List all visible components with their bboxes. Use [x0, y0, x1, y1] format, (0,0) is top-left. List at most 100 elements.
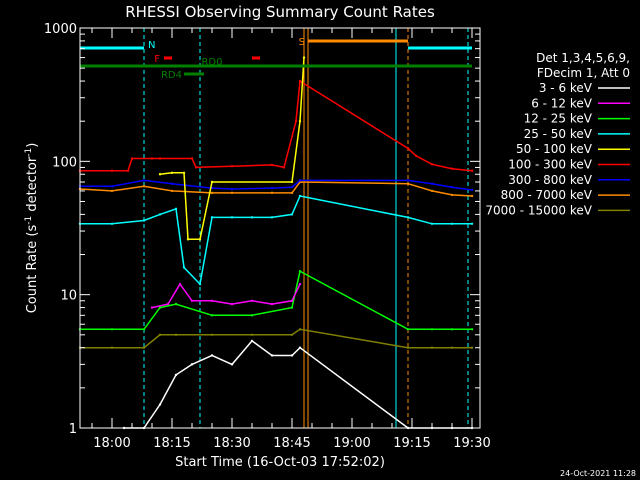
series-point — [186, 238, 190, 241]
x-axis-label: Start Time (16-Oct-03 17:52:02) — [175, 455, 385, 470]
series-point — [470, 169, 474, 172]
legend-header-1: Det 1,3,4,5,6,9, — [536, 51, 630, 65]
vertical-markers — [143, 28, 469, 428]
x-tick-label: 19:30 — [453, 436, 490, 451]
series-point — [450, 346, 454, 349]
series-point — [450, 222, 454, 226]
series-point — [170, 189, 174, 193]
series-point — [190, 157, 194, 160]
series-point — [158, 213, 162, 216]
series-point — [110, 189, 114, 193]
series-point — [302, 56, 306, 59]
series-point — [230, 191, 234, 195]
series-point — [158, 306, 162, 309]
series-point — [230, 164, 234, 168]
series-point — [298, 119, 302, 123]
plot-area: NF RD0 RD4 S — [78, 27, 481, 430]
series-point — [294, 119, 298, 123]
series-point — [142, 219, 146, 222]
y-tick-label: 1000 — [44, 22, 77, 37]
y-axis: 1 10 100 1000 — [44, 22, 480, 437]
y-tick-label: 1 — [69, 422, 77, 437]
series-point — [182, 266, 186, 269]
series-point — [430, 222, 434, 226]
series-point — [470, 328, 474, 331]
series-point — [270, 191, 274, 195]
series-point — [298, 346, 302, 349]
flag-label: F — [154, 54, 160, 65]
series-point — [270, 186, 274, 190]
series-point — [250, 314, 254, 317]
legend: Det 1,3,4,5,6,9, FDecim 1, Att 0 3 - 6 k… — [485, 51, 630, 217]
series-point — [110, 169, 114, 172]
series-point — [174, 207, 178, 211]
x-tick-label: 19:00 — [333, 436, 370, 451]
series-point — [210, 333, 214, 337]
series-point — [142, 185, 146, 188]
series-point — [290, 299, 294, 302]
series-point — [210, 354, 214, 357]
series-point — [178, 282, 182, 286]
series-point — [250, 299, 254, 302]
series-point — [290, 333, 294, 337]
y-tick-label: 10 — [60, 289, 77, 304]
series-point — [126, 169, 130, 172]
flag-label: RD0 — [201, 57, 222, 68]
series-point — [250, 333, 254, 337]
series-point — [430, 189, 434, 193]
legend-label: 50 - 100 keV — [516, 142, 593, 156]
series-point — [230, 302, 234, 306]
series-point — [150, 157, 154, 160]
series-point — [450, 328, 454, 331]
series-point — [406, 328, 410, 331]
series-point — [270, 216, 274, 219]
series-point — [110, 328, 114, 331]
series-point — [210, 216, 214, 219]
series-point — [142, 346, 146, 349]
x-tick-label: 18:45 — [273, 436, 310, 451]
footer-timestamp: 24-Oct-2021 11:28 — [560, 469, 636, 478]
series-point — [298, 79, 302, 83]
series-point — [470, 188, 474, 192]
chart-title: RHESSI Observing Summary Count Rates — [125, 3, 435, 21]
series-point — [198, 238, 202, 241]
series-point — [150, 306, 154, 309]
series-point — [270, 302, 274, 306]
legend-label: 12 - 25 keV — [524, 112, 593, 126]
series-point — [430, 163, 434, 166]
x-tick-label: 18:00 — [93, 436, 130, 451]
flag-bars: NF RD0 RD4 S — [80, 37, 472, 81]
series-point — [430, 328, 434, 331]
legend-label: 25 - 50 keV — [524, 127, 593, 141]
legend-header-2: FDecim 1, Att 0 — [537, 66, 630, 80]
series-point — [142, 179, 146, 182]
series-point — [170, 171, 174, 175]
legend-label: 3 - 6 keV — [539, 81, 593, 95]
series-point — [142, 328, 146, 331]
series-point — [290, 306, 294, 309]
series-point — [110, 222, 114, 226]
series-point — [210, 191, 214, 195]
series-point — [282, 166, 286, 169]
series-point — [230, 216, 234, 219]
series-point — [210, 180, 214, 184]
series-point — [470, 194, 474, 198]
x-tick-label: 18:30 — [213, 436, 250, 451]
series-point — [190, 299, 194, 302]
series-point — [198, 282, 202, 286]
flag-label: RD4 — [161, 70, 182, 81]
legend-label: 100 - 300 keV — [508, 158, 592, 172]
series-point — [450, 193, 454, 197]
series-point — [190, 363, 194, 366]
series-point — [430, 182, 434, 185]
series-point — [298, 328, 302, 331]
series-point — [470, 346, 474, 349]
legend-label: 7000 - 15000 keV — [485, 203, 592, 217]
series-point — [170, 182, 174, 185]
series-point — [270, 354, 274, 357]
series-point — [250, 216, 254, 219]
series-point — [174, 333, 178, 337]
series-point — [430, 346, 434, 349]
series-point — [210, 314, 214, 317]
